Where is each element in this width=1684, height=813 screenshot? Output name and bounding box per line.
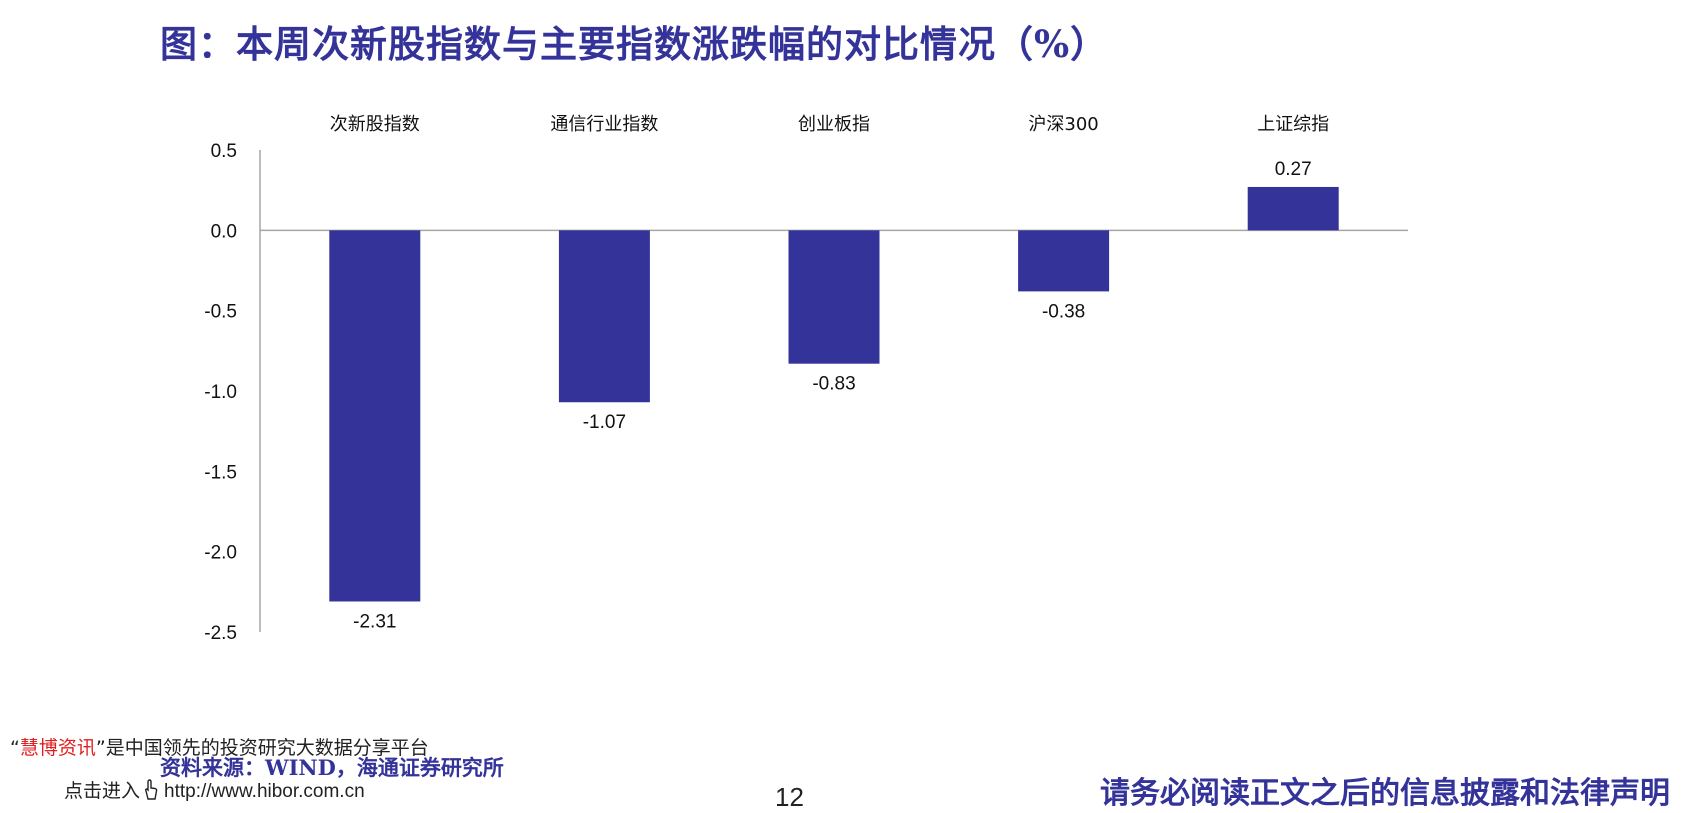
bar [1018,230,1110,292]
page-title: 图：本周次新股指数与主要指数涨跌幅的对比情况（%） [160,22,1109,66]
category-label: 上证综指 [1257,114,1329,135]
bar [329,230,421,602]
enter-label: 点击进入 [64,780,141,802]
category-label: 次新股指数 [330,114,420,135]
data-label: 0.27 [1275,159,1312,180]
hand-pointer-icon [144,779,158,800]
bar-chart: 0.5 0.0 -0.5 -1.0 -1.5 -2.0 -2.5 -2.31 -1.07 -0.… [204,114,1408,644]
data-label: -2.31 [353,611,396,632]
y-tick-label: -1.0 [204,382,237,403]
category-label: 通信行业指数 [550,114,658,135]
promo-line: “慧博资讯”是中国领先的投资研究大数据分享平台 [10,733,429,760]
y-tick-label: 0.0 [211,221,237,242]
promo-text: ”是中国领先的投资研究大数据分享平台 [95,737,429,759]
site-url-link[interactable]: http://www.hibor.com.cn [164,781,365,802]
promo-brand[interactable]: 慧博资讯 [19,737,96,759]
data-label: -0.38 [1042,301,1085,322]
source-note: 资料来源：WIND，海通证券研究所 [160,755,504,780]
enter-link-row: 点击进入 http://www.hibor.com.cn [64,776,365,803]
bar [1247,186,1339,231]
category-label: 创业板指 [798,114,870,135]
y-tick-label: -2.5 [204,623,237,644]
category-label: 沪深300 [1028,114,1098,135]
data-label: -1.07 [583,412,626,433]
y-tick-label: -1.5 [204,462,237,483]
category-labels: 次新股指数 通信行业指数 创业板指 沪深300 上证综指 [330,114,1329,135]
bar [558,230,650,403]
bars [329,186,1339,602]
y-tick-label: -0.5 [204,302,237,323]
data-label: -0.83 [812,374,855,395]
disclaimer-text: 请务必阅读正文之后的信息披露和法律声明 [1100,776,1670,811]
bar [788,230,880,364]
data-labels: -2.31 -1.07 -0.83 -0.38 0.27 [353,159,1312,633]
promo-open-quote: “ [10,737,20,759]
y-tick-label: -2.0 [204,543,237,564]
y-tick-label: 0.5 [211,141,237,162]
